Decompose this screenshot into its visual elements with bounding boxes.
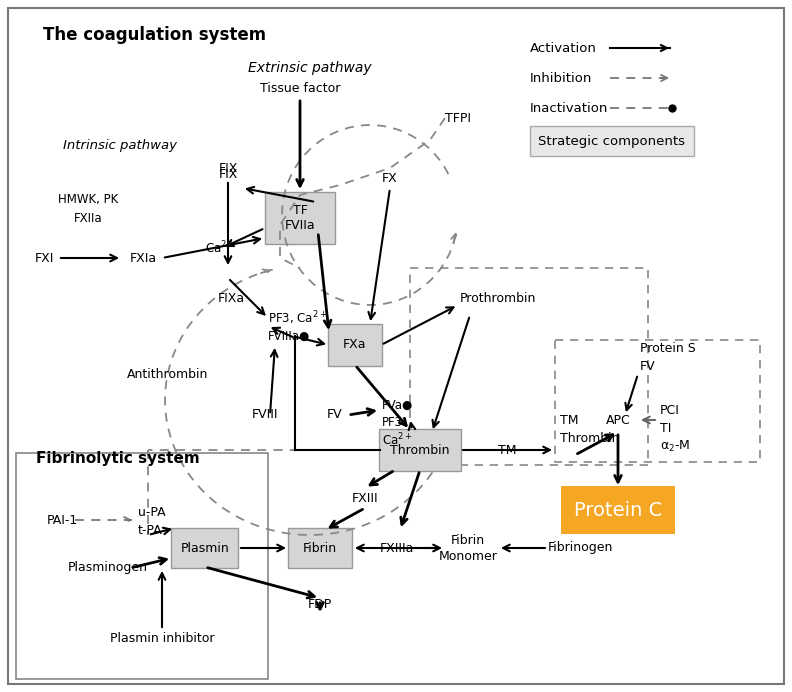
- Text: Activation: Activation: [530, 42, 597, 55]
- Text: Fibrinogen: Fibrinogen: [547, 542, 613, 554]
- Text: Fibrin: Fibrin: [303, 542, 337, 554]
- Text: Intrinsic pathway: Intrinsic pathway: [63, 138, 177, 152]
- Text: FVa●: FVa●: [382, 399, 413, 412]
- FancyBboxPatch shape: [16, 453, 268, 679]
- Text: TM: TM: [498, 444, 516, 457]
- Text: FXIIa: FXIIa: [74, 212, 102, 224]
- Text: FXIa: FXIa: [130, 251, 157, 264]
- Text: FXIIIa: FXIIIa: [380, 542, 414, 554]
- Text: Extrinsic pathway: Extrinsic pathway: [248, 61, 371, 75]
- Text: Fibrin: Fibrin: [451, 534, 485, 547]
- Text: t-PA: t-PA: [138, 524, 162, 536]
- Text: FIX: FIX: [219, 161, 238, 174]
- Text: PF3: PF3: [382, 417, 403, 430]
- Text: Thrombin: Thrombin: [390, 444, 450, 457]
- Text: FXIII: FXIII: [352, 491, 379, 504]
- Text: Inhibition: Inhibition: [530, 71, 592, 84]
- Text: α$_2$-M: α$_2$-M: [660, 439, 691, 453]
- Text: Strategic components: Strategic components: [539, 134, 686, 147]
- Text: FX: FX: [382, 172, 398, 185]
- Text: PAI-1: PAI-1: [47, 513, 78, 527]
- FancyBboxPatch shape: [265, 192, 335, 244]
- Text: Ca$^{2+}$: Ca$^{2+}$: [382, 432, 413, 448]
- Text: Plasmin: Plasmin: [181, 542, 230, 554]
- Text: TM: TM: [560, 414, 578, 426]
- FancyBboxPatch shape: [328, 324, 382, 366]
- Text: APC: APC: [606, 414, 630, 426]
- FancyBboxPatch shape: [288, 528, 352, 568]
- Text: TI: TI: [660, 421, 672, 435]
- Text: FXI: FXI: [35, 251, 55, 264]
- Text: FDP: FDP: [308, 599, 332, 612]
- FancyBboxPatch shape: [530, 126, 694, 156]
- Text: u-PA: u-PA: [138, 505, 166, 518]
- Text: Fibrinolytic system: Fibrinolytic system: [36, 450, 200, 466]
- Text: Monomer: Monomer: [439, 549, 497, 563]
- Text: Inactivation: Inactivation: [530, 102, 608, 114]
- Text: Protein S: Protein S: [640, 341, 695, 354]
- FancyBboxPatch shape: [379, 429, 461, 471]
- Text: Plasmin inhibitor: Plasmin inhibitor: [110, 632, 215, 644]
- Text: FV: FV: [327, 408, 343, 421]
- Text: FVIII: FVIII: [252, 408, 278, 421]
- Text: TFPI: TFPI: [445, 111, 471, 125]
- Text: Tissue factor: Tissue factor: [260, 82, 341, 95]
- Text: HMWK, PK: HMWK, PK: [58, 194, 118, 206]
- Text: FVIIIa●: FVIIIa●: [268, 329, 310, 343]
- Text: FXa: FXa: [343, 338, 367, 352]
- Text: Protein C: Protein C: [574, 500, 662, 520]
- FancyBboxPatch shape: [561, 486, 675, 534]
- Text: PF3, Ca$^{2+}$: PF3, Ca$^{2+}$: [268, 309, 327, 327]
- Text: FIXa: FIXa: [218, 291, 246, 304]
- Text: PCI: PCI: [660, 403, 680, 417]
- Text: Prothrombin: Prothrombin: [460, 291, 536, 304]
- Text: Ca$^{2+}$: Ca$^{2+}$: [205, 239, 235, 256]
- Text: FIX: FIX: [219, 168, 238, 181]
- Text: FV: FV: [640, 360, 656, 372]
- Text: Plasminogen: Plasminogen: [68, 561, 148, 574]
- Text: The coagulation system: The coagulation system: [44, 26, 267, 44]
- Text: TF
FVIIa: TF FVIIa: [284, 204, 315, 232]
- Text: Thrombin: Thrombin: [560, 432, 619, 444]
- FancyBboxPatch shape: [172, 528, 238, 568]
- Text: Antithrombin: Antithrombin: [128, 369, 208, 381]
